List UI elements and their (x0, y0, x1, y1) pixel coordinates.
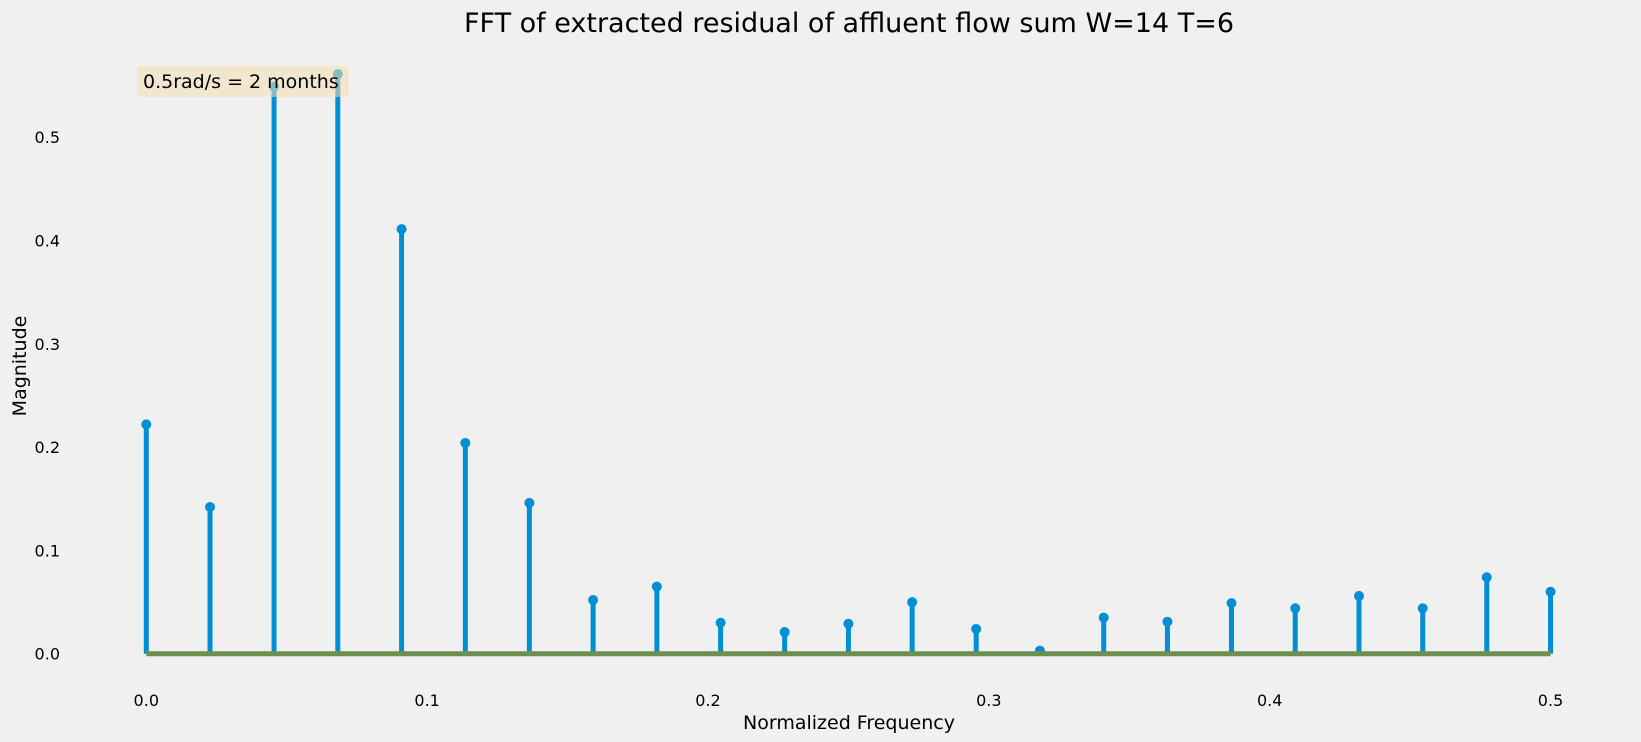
x-tick-label: 0.4 (1257, 691, 1282, 710)
y-tick-labels: 0.0 0.1 0.2 0.3 0.4 0.5 (35, 128, 60, 664)
stem-marker (715, 617, 726, 628)
y-tick-label: 0.5 (35, 128, 60, 147)
y-tick-label: 0.2 (35, 438, 60, 457)
annotation-background (137, 66, 349, 97)
x-tick-label: 0.2 (695, 691, 720, 710)
stem-marker (524, 497, 535, 508)
annotation-box: 0.5rad/s = 2 months (137, 66, 349, 97)
x-tick-labels: 0.0 0.1 0.2 0.3 0.4 0.5 (134, 691, 1564, 710)
stem-marker (1353, 590, 1364, 601)
x-axis-label: Normalized Frequency (743, 712, 955, 734)
stem-marker (907, 597, 918, 608)
x-tick-label: 0.5 (1538, 691, 1563, 710)
stem-marker (141, 419, 152, 430)
stem-marker (843, 618, 854, 629)
chart-title: FFT of extracted residual of affluent fl… (464, 8, 1234, 39)
y-tick-label: 0.1 (35, 541, 60, 560)
stem-marker (1226, 598, 1237, 609)
stem-series (141, 69, 1556, 656)
y-tick-label: 0.3 (35, 335, 60, 354)
x-tick-label: 0.1 (414, 691, 439, 710)
stem-marker (460, 437, 471, 448)
y-axis-label: Magnitude (9, 316, 31, 417)
stem-marker (1098, 612, 1109, 623)
x-tick-label: 0.0 (134, 691, 159, 710)
stem-marker (971, 623, 982, 634)
y-tick-label: 0.0 (35, 645, 60, 664)
stem-marker (1290, 603, 1301, 614)
stem-marker (1545, 586, 1556, 597)
y-tick-label: 0.4 (35, 231, 60, 250)
stem-marker (1417, 603, 1428, 614)
stem-marker (205, 502, 216, 513)
stem-marker (1481, 572, 1492, 583)
stem-marker (588, 595, 599, 606)
stem-marker (651, 581, 662, 592)
stem-marker (1162, 616, 1173, 627)
stem-marker (779, 627, 790, 638)
stem-marker (396, 224, 407, 235)
x-tick-label: 0.3 (976, 691, 1001, 710)
annotation-text: 0.5rad/s = 2 months (143, 71, 339, 93)
